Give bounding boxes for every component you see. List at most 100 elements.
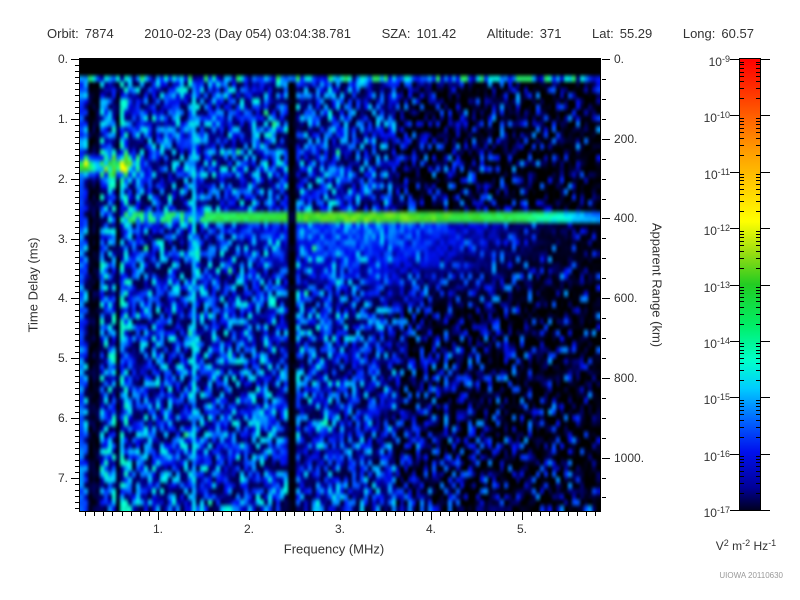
x-axis-major-tick <box>340 512 341 520</box>
x-axis-minor-tick <box>85 512 87 516</box>
y2-axis-major-tick <box>602 377 610 379</box>
colorbar-tick-label: 10-9 <box>688 51 730 69</box>
y-axis-tick-label: 5. <box>57 351 68 366</box>
colorbar-tick-label: 10-12 <box>688 220 730 239</box>
x-axis-minor-tick <box>376 512 378 516</box>
y2-axis-major-tick <box>602 298 610 300</box>
x-axis-minor-tick <box>112 512 114 516</box>
x-axis-minor-tick <box>303 512 305 516</box>
x-axis-minor-tick <box>385 512 387 516</box>
colorbar-tick-exponent: -15 <box>716 392 730 403</box>
header-item-value: 7874 <box>84 26 114 41</box>
x-axis-minor-tick <box>203 512 205 516</box>
y2-axis-minor-tick <box>602 357 606 359</box>
header-item: Long: 60.57 <box>683 26 754 41</box>
axis-title-apparent-range: Apparent Range (km) <box>649 222 665 348</box>
colorbar-tick-exponent: -14 <box>716 335 730 346</box>
header-item: 2010-02-23 (Day 054) 03:04:38.781 <box>144 26 351 41</box>
colorbar-tick-base: 10 <box>703 224 717 239</box>
colorbar-tick-label: 10-13 <box>688 277 730 295</box>
y2-axis-minor-tick <box>602 477 606 479</box>
y2-axis-tick-label: 800. <box>614 370 638 385</box>
x-axis-minor-tick <box>148 512 150 516</box>
x-axis-minor-tick <box>485 512 487 516</box>
x-axis-minor-tick <box>221 512 223 516</box>
y-axis-tick-label: 1. <box>57 111 68 126</box>
colorbar-tick-label: 10-11 <box>688 164 730 182</box>
x-axis-minor-tick <box>230 512 232 516</box>
header-item: Orbit: 7874 <box>47 26 114 41</box>
x-axis-minor-tick <box>321 512 323 516</box>
x-axis-minor-tick <box>476 512 478 516</box>
y2-axis-minor-tick <box>602 98 606 100</box>
colorbar-tick-base: 10 <box>708 55 722 69</box>
colorbar-tick-exponent: -10 <box>716 110 730 121</box>
x-axis-minor-tick <box>94 512 96 516</box>
colorbar-tick-base: 10 <box>703 393 717 408</box>
header-item-value: 60.57 <box>721 26 754 41</box>
x-axis-tick-label: 3. <box>334 522 345 536</box>
x-axis-minor-tick <box>267 512 269 516</box>
y-axis-tick-label: 2. <box>57 171 68 186</box>
x-axis-minor-tick <box>394 512 396 516</box>
x-axis-minor-tick <box>285 512 287 516</box>
x-axis-minor-tick <box>121 512 123 516</box>
y2-axis-minor-tick <box>602 158 606 160</box>
header-item: Lat: 55.29 <box>592 26 652 41</box>
watermark: UIOWA 20110630 <box>719 571 783 580</box>
header-item-value: 2010-02-23 (Day 054) 03:04:38.781 <box>144 26 351 41</box>
x-axis-minor-tick <box>194 512 196 516</box>
colorbar-gradient <box>740 59 760 510</box>
x-axis-minor-tick <box>449 512 451 516</box>
y2-axis-minor-tick <box>602 278 606 280</box>
x-axis-minor-tick <box>403 512 405 516</box>
colorbar-major-tick-right <box>761 171 770 173</box>
y-axis-major-tick <box>71 478 79 480</box>
header-item-label: SZA: <box>381 26 411 41</box>
header-item-value: 55.29 <box>619 26 653 41</box>
x-axis-minor-tick <box>512 512 514 516</box>
colorbar-major-tick-right <box>761 340 770 342</box>
y2-axis-minor-tick <box>602 338 606 339</box>
y2-axis-minor-tick <box>602 178 606 180</box>
colorbar-tick-exponent: -9 <box>721 54 730 64</box>
y2-axis-minor-tick <box>602 318 606 320</box>
y2-axis-major-tick <box>602 457 610 459</box>
y-axis-tick-label: 7. <box>57 471 68 486</box>
colorbar-tick-base: 10 <box>703 280 717 295</box>
x-axis-minor-tick <box>412 512 414 516</box>
y-axis-major-tick <box>71 358 79 360</box>
axis-title-frequency: Frequency (MHz) <box>283 541 385 557</box>
y-axis-major-tick <box>71 298 79 300</box>
colorbar-tick-base: 10 <box>703 336 717 351</box>
y2-axis-minor-tick <box>602 397 606 399</box>
x-axis-minor-tick <box>167 512 169 516</box>
colorbar-tick-base: 10 <box>703 506 717 520</box>
x-axis-major-tick <box>157 512 159 520</box>
y-axis-tick-label: 6. <box>57 411 68 426</box>
x-axis-minor-tick <box>531 512 533 516</box>
colorbar-tick-exponent: -17 <box>716 505 730 515</box>
unit-exponent: 2 <box>723 538 729 548</box>
colorbar-tick-label: 10-17 <box>688 502 730 520</box>
x-axis-tick-label: 2. <box>243 522 254 536</box>
x-axis-minor-tick <box>576 512 578 516</box>
x-axis-minor-tick <box>540 512 542 516</box>
y2-axis-minor-tick <box>602 258 606 260</box>
plot-frame <box>79 58 601 512</box>
y-axis-major-tick <box>71 59 79 60</box>
x-axis-minor-tick <box>139 512 141 516</box>
x-axis-minor-tick <box>176 512 178 516</box>
y2-axis-major-tick <box>602 138 610 140</box>
colorbar-major-tick-right <box>761 453 770 455</box>
x-axis-minor-tick <box>567 512 569 516</box>
y2-axis-tick-label: 200. <box>614 131 638 146</box>
axis-title-time-delay: Time Delay (ms) <box>25 237 41 333</box>
y2-axis-minor-tick <box>602 78 606 80</box>
unit-exponent: -1 <box>768 538 777 548</box>
x-axis-minor-tick <box>585 512 587 516</box>
header-item-label: Lat: <box>592 26 614 41</box>
colorbar-major-tick-right <box>761 59 770 60</box>
colorbar-tick-label: 10-14 <box>688 333 730 351</box>
x-axis-minor-tick <box>558 512 560 516</box>
